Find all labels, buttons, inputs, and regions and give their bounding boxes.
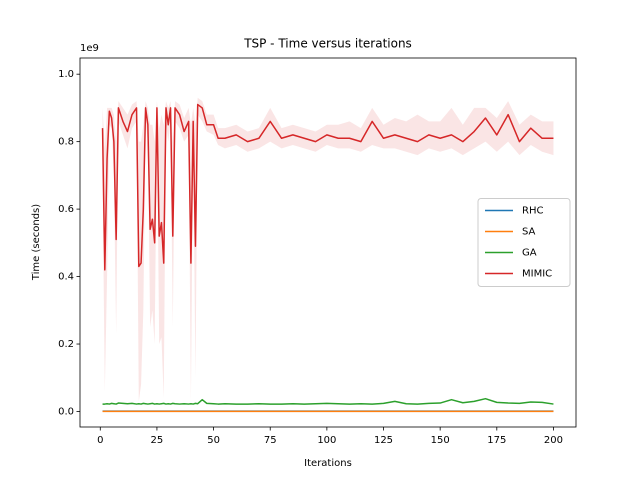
chart-title: TSP - Time versus iterations bbox=[243, 37, 412, 51]
x-tick-label: 200 bbox=[544, 435, 563, 446]
y-offset-label: 1e9 bbox=[80, 43, 99, 54]
y-tick-label: 1.0 bbox=[58, 69, 74, 80]
x-tick-label: 0 bbox=[97, 435, 103, 446]
line-series bbox=[102, 397, 554, 405]
line-series bbox=[101, 103, 554, 271]
x-axis-label: Iterations bbox=[304, 458, 352, 469]
y-tick-label: 0.8 bbox=[58, 137, 74, 148]
x-tick-label: 100 bbox=[317, 435, 336, 446]
y-tick-label: 0.0 bbox=[58, 406, 74, 417]
legend-label: RHC bbox=[522, 206, 543, 217]
legend-label: GA bbox=[522, 248, 537, 259]
x-tick-label: 50 bbox=[207, 435, 220, 446]
y-tick-label: 0.6 bbox=[58, 204, 74, 215]
y-axis-label: Time (seconds) bbox=[31, 204, 42, 281]
x-tick-label: 25 bbox=[151, 435, 164, 446]
x-tick-label: 125 bbox=[374, 435, 393, 446]
y-tick-label: 0.4 bbox=[58, 272, 74, 283]
legend-label: SA bbox=[522, 227, 536, 238]
legend-box bbox=[477, 198, 571, 287]
legend-label: MIMIC bbox=[522, 269, 552, 280]
y-tick-label: 0.2 bbox=[58, 339, 74, 350]
x-tick-label: 150 bbox=[431, 435, 450, 446]
x-tick-label: 175 bbox=[487, 435, 506, 446]
x-tick-label: 75 bbox=[264, 435, 277, 446]
plot-frame bbox=[79, 57, 577, 428]
